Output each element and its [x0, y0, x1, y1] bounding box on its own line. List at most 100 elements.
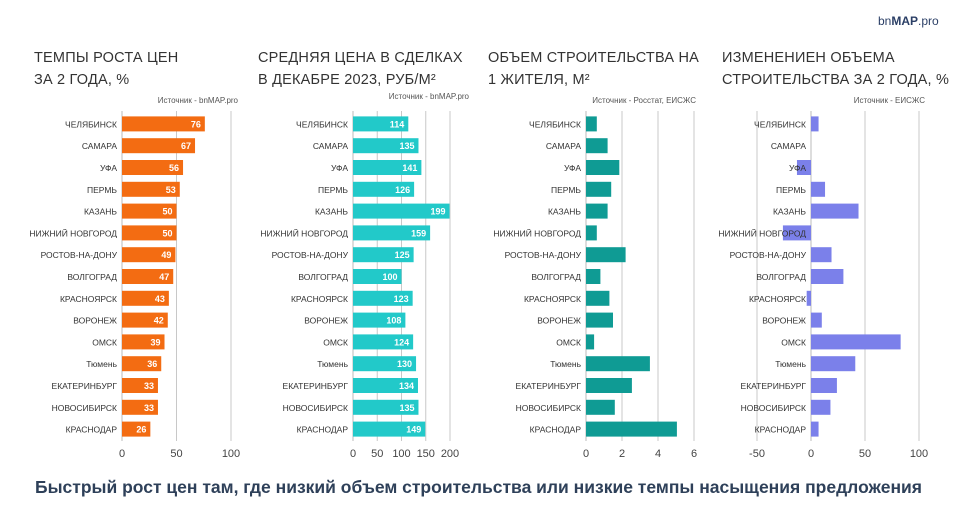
chart-1-bar — [122, 247, 176, 263]
chart-3-category-label: КРАСНОДАР — [530, 425, 582, 435]
chart-3-bar — [586, 378, 632, 393]
chart-1-data-label: 67 — [181, 141, 191, 151]
chart-2-tick-label: 100 — [392, 448, 410, 460]
chart-2-data-label: 134 — [399, 381, 414, 391]
chart-4-bar — [811, 378, 837, 393]
chart-4-tick-label: 50 — [859, 448, 871, 460]
chart-1-category-label: ВОРОНЕЖ — [73, 316, 117, 326]
chart-2-bar — [353, 160, 422, 175]
chart-4-category-label: Тюмень — [775, 359, 806, 369]
chart-1-bar — [122, 421, 151, 437]
chart-3-category-label: УФА — [564, 163, 581, 173]
chart-3-category-label: РОСТОВ-НА-ДОНУ — [505, 250, 582, 260]
chart-1-tick-label: 0 — [119, 448, 125, 460]
chart-4-category-label: КАЗАНЬ — [773, 207, 806, 217]
chart-3-category-label: КАЗАНЬ — [548, 207, 581, 217]
chart-1-tick-label: 50 — [170, 448, 182, 460]
chart-1-category-label: САМАРА — [82, 141, 117, 151]
chart-3-category-label: Тюмень — [550, 359, 581, 369]
chart-3-category-label: НОВОСИБИРСК — [516, 403, 581, 413]
chart-4-bar — [811, 399, 831, 415]
chart-2-tick-label: 0 — [350, 448, 356, 460]
chart-2-category-label: РОСТОВ-НА-ДОНУ — [272, 250, 349, 260]
chart-1-title: ТЕМПЫ РОСТА ЦЕН ЗА 2 ГОДА, % — [34, 50, 179, 88]
chart-3-category-label: ЧЕЛЯБИНСК — [529, 119, 581, 129]
chart-4-bar — [811, 116, 819, 132]
chart-1-bar — [122, 290, 169, 306]
chart-2-category-label: УФА — [331, 163, 348, 173]
chart-1-data-label: 50 — [162, 228, 172, 238]
chart-2-category-label: ЧЕЛЯБИНСК — [296, 119, 348, 129]
chart-3-bar — [586, 203, 608, 219]
chart-2-title: СРЕДНЯЯ ЦЕНА В СДЕЛКАХ В ДЕКАБРЕ 2023, РУ… — [258, 50, 463, 88]
chart-2-bar — [353, 312, 406, 328]
chart-3-category-label: ВОРОНЕЖ — [537, 316, 581, 326]
chart-4-bar — [811, 421, 819, 437]
chart-1-category-label: КРАСНОДАР — [66, 425, 118, 435]
chart-3-tick-label: 6 — [691, 448, 697, 460]
chart-2-data-label: 135 — [399, 141, 414, 151]
chart-2-data-label: 125 — [395, 250, 410, 260]
chart-4-bar — [796, 160, 811, 175]
chart-1-bar — [122, 312, 168, 328]
chart-3-tick-label: 0 — [583, 448, 589, 460]
chart-2-bar — [353, 378, 418, 393]
chart-2-bar — [353, 290, 413, 306]
chart-1-data-label: 53 — [166, 185, 176, 195]
chart-1-category-label: ЕКАТЕРИНБУРГ — [52, 381, 118, 391]
chart-4-category-label: ЧЕЛЯБИНСК — [754, 119, 806, 129]
chart-1-data-label: 39 — [150, 337, 160, 347]
chart-2-bar — [353, 203, 450, 219]
chart-2-bar — [353, 138, 419, 154]
chart-3-tick-label: 2 — [619, 448, 625, 460]
chart-4-category-label: КРАСНОЯРСК — [749, 294, 806, 304]
chart-2-data-label: 159 — [411, 228, 426, 238]
chart-2-data-label: 149 — [406, 425, 421, 435]
chart-1-data-label: 36 — [147, 359, 157, 369]
chart-3-bar — [586, 116, 597, 132]
chart-3-bar — [586, 160, 620, 175]
chart-2-category-label: САМАРА — [313, 141, 348, 151]
chart-1-category-label: ЧЕЛЯБИНСК — [65, 119, 117, 129]
chart-4-bar — [811, 181, 826, 197]
chart-4-category-label: НИЖНИЙ НОВГОРОД — [718, 227, 806, 238]
chart-1-bar — [122, 356, 162, 372]
chart-4-category-label: ОМСК — [781, 337, 806, 347]
chart-3-category-label: КРАСНОЯРСК — [524, 294, 581, 304]
chart-3-category-label: ПЕРМЬ — [551, 185, 581, 195]
chart-3-tick-label: 4 — [655, 448, 661, 460]
chart-2-tick-label: 150 — [417, 448, 435, 460]
chart-1-data-label: 56 — [169, 163, 179, 173]
chart-1-category-label: Тюмень — [86, 359, 117, 369]
chart-3-bar — [586, 138, 608, 154]
chart-3-category-label: ВОЛГОГРАД — [531, 272, 581, 282]
chart-2-category-label: КАЗАНЬ — [315, 207, 348, 217]
chart-4-category-label: НОВОСИБИРСК — [741, 403, 806, 413]
chart-3-category-label: САМАРА — [546, 141, 581, 151]
chart-3-category-label: ЕКАТЕРИНБУРГ — [516, 381, 582, 391]
chart-4-title: ИЗМЕНЕНИЕН ОБЪЕМА СТРОИТЕЛЬСТВА ЗА 2 ГОДА… — [722, 50, 950, 88]
chart-4-bar — [811, 269, 844, 284]
chart-1-bar — [122, 160, 184, 175]
chart-2-data-label: 130 — [397, 359, 412, 369]
chart-2-category-label: КРАСНОДАР — [297, 425, 349, 435]
chart-4-tick-label: 0 — [808, 448, 814, 460]
chart-1-bar — [122, 181, 180, 197]
chart-1-category-label: ОМСК — [92, 337, 117, 347]
chart-4-category-label: ПЕРМЬ — [776, 185, 806, 195]
chart-4-bar — [811, 334, 901, 350]
chart-2-category-label: ВОРОНЕЖ — [304, 316, 348, 326]
chart-3-bar — [586, 225, 597, 241]
chart-2-source: Источник - bnMAP.pro — [388, 92, 469, 101]
chart-1-data-label: 49 — [161, 250, 171, 260]
chart-2-data-label: 114 — [390, 119, 405, 129]
chart-2-data-label: 100 — [382, 272, 397, 282]
chart-1-category-label: РОСТОВ-НА-ДОНУ — [41, 250, 118, 260]
chart-2-data-label: 126 — [395, 185, 410, 195]
chart-1-source: Источник - bnMAP.pro — [157, 96, 238, 105]
chart-3-bar — [586, 247, 626, 263]
chart-2-data-label: 124 — [394, 337, 409, 347]
chart-4-category-label: УФА — [789, 163, 806, 173]
chart-1-bar — [122, 269, 174, 284]
